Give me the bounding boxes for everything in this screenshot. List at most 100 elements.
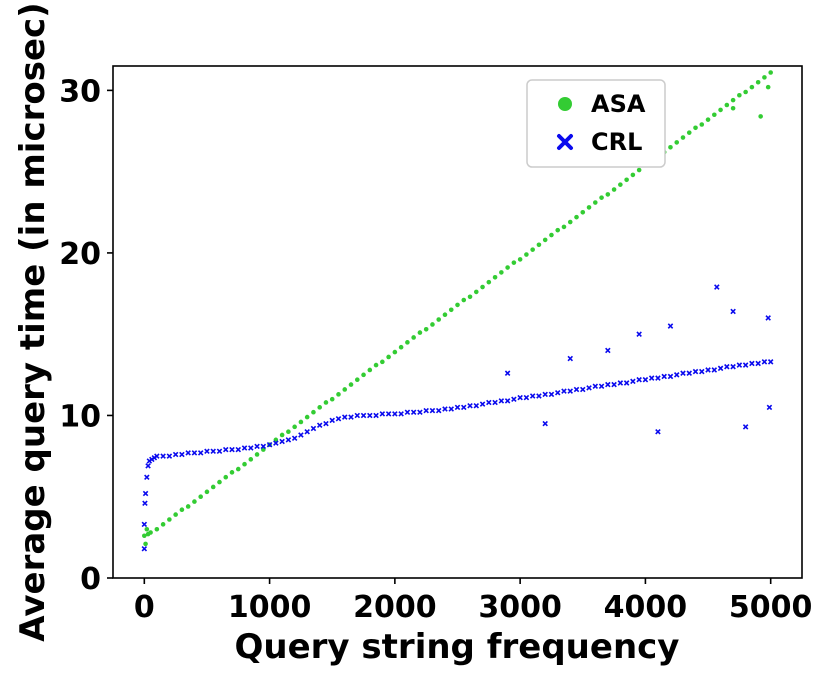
x-axis: 0 1000 2000 3000 4000 5000 [134, 578, 812, 625]
asa-point [373, 362, 379, 368]
asa-point [480, 284, 485, 290]
crl-point [504, 398, 511, 404]
crl-point [667, 323, 674, 329]
crl-point [435, 407, 442, 414]
crl-point [172, 451, 179, 458]
asa-point [354, 377, 360, 383]
crl-point [460, 404, 467, 411]
asa-point [210, 484, 216, 490]
crl-point [210, 448, 216, 454]
crl-point [191, 450, 198, 456]
crl-point [360, 412, 367, 419]
crl-point [454, 404, 461, 411]
crl-point [611, 381, 617, 388]
crl-point [714, 284, 720, 290]
crl-point [492, 399, 498, 406]
crl-point [605, 347, 611, 354]
crl-point [291, 435, 298, 441]
asa-point [555, 227, 561, 233]
asa-point [217, 479, 222, 485]
asa-point [580, 209, 586, 215]
asa-point [517, 257, 523, 262]
crl-point [655, 375, 661, 381]
crl-point [554, 389, 561, 396]
legend-asa-marker [558, 97, 572, 111]
asa-point [254, 452, 260, 457]
crl-point [705, 367, 711, 373]
crl-point [185, 450, 191, 456]
asa-point [223, 474, 229, 480]
asa-point [499, 270, 504, 275]
asa-point [179, 507, 185, 513]
asa-point [586, 205, 592, 210]
asa-point [154, 526, 160, 532]
crl-point [410, 409, 417, 415]
asa-point [392, 349, 398, 355]
asa-point [599, 195, 604, 200]
asa-point [505, 265, 510, 270]
crl-point [160, 453, 166, 459]
legend-crl-marker [557, 134, 573, 150]
asa-point [229, 470, 235, 475]
crl-point [661, 373, 667, 380]
asa-point [380, 359, 385, 365]
asa-point [758, 114, 763, 119]
crl-point [429, 407, 436, 414]
y-axis: 0 10 20 30 [59, 74, 113, 597]
asa-point [198, 494, 203, 500]
asa-point [423, 327, 429, 332]
crl-point [266, 441, 273, 448]
asa-point [486, 279, 492, 285]
crl-point [341, 414, 348, 420]
legend-asa-label: ASA [591, 90, 646, 118]
crl-point [279, 438, 285, 445]
crl-point [367, 412, 373, 419]
crl-point [417, 409, 423, 415]
crl-point [216, 448, 223, 454]
crl-point [605, 381, 611, 388]
crl-point [517, 394, 523, 401]
crl-point [765, 315, 771, 321]
crl-point [586, 385, 592, 391]
asa-point [286, 429, 291, 435]
crl-point [354, 412, 361, 419]
asa-point [160, 522, 166, 527]
x-tick-label: 0 [134, 590, 155, 625]
asa-point [461, 297, 467, 303]
asa-point [467, 294, 473, 300]
crl-point [655, 428, 661, 435]
crl-point [142, 500, 148, 506]
asa-point [618, 182, 623, 187]
crl-point [448, 406, 455, 412]
crl-point [323, 420, 329, 427]
crl-point [486, 399, 492, 406]
crl-point [523, 394, 530, 401]
asa-point [405, 340, 410, 345]
asa-point [317, 405, 323, 410]
asa-point [204, 489, 210, 495]
asa-point [768, 70, 773, 75]
crl-point [423, 407, 429, 414]
crl-point [254, 443, 260, 450]
crl-point [711, 367, 718, 373]
crl-point [529, 393, 536, 399]
crl-point [197, 450, 204, 456]
x-axis-label: Query string frequency [235, 627, 680, 667]
asa-point [386, 354, 391, 360]
asa-point [749, 84, 755, 90]
asa-point [142, 533, 147, 539]
crl-point [498, 398, 505, 404]
asa-point [624, 177, 629, 183]
crl-point [598, 383, 605, 389]
crl-point [222, 446, 229, 453]
crl-point [511, 396, 517, 402]
crl-point [285, 437, 292, 443]
x-tick-label: 1000 [228, 590, 312, 625]
asa-point [430, 322, 435, 327]
crl-point [592, 383, 599, 389]
asa-point [561, 224, 567, 230]
crl-point [144, 474, 150, 480]
crl-point [504, 370, 511, 376]
asa-point [411, 335, 416, 340]
